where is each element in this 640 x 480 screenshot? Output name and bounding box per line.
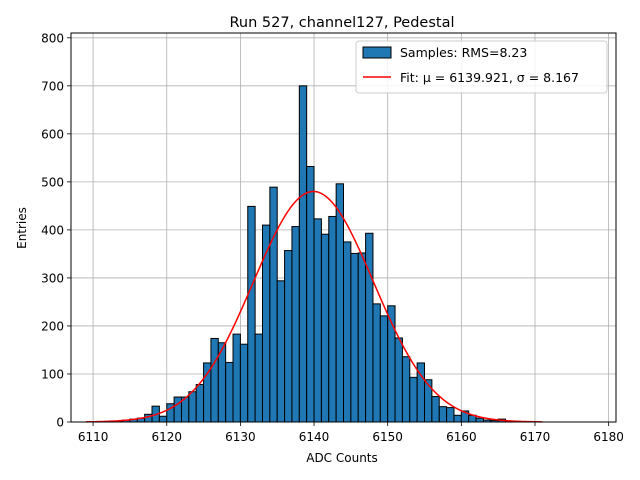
y-tick-label: 700: [41, 79, 64, 93]
histogram-bar: [446, 407, 455, 423]
fit-curve: [85, 190, 543, 423]
histogram-bar: [254, 333, 263, 423]
histogram-bar: [210, 337, 219, 423]
x-axis-label: ADC Counts: [306, 451, 378, 465]
histogram-bar: [401, 356, 411, 423]
x-tick-label: 6150: [372, 430, 403, 444]
histogram-bar: [195, 384, 205, 423]
histogram-bar: [158, 415, 168, 423]
histogram-bar: [269, 186, 278, 423]
x-tick-label: 6130: [225, 430, 256, 444]
histogram-bar: [232, 333, 241, 423]
histogram-bar: [365, 232, 374, 423]
y-axis-label: Entries: [15, 207, 29, 249]
legend-samples-swatch: [362, 46, 392, 59]
histogram-bar: [188, 391, 197, 423]
histogram-bar: [173, 396, 182, 423]
histogram-bar: [203, 362, 212, 423]
histogram-bar: [225, 361, 234, 423]
y-tick-label: 400: [41, 223, 64, 237]
legend-samples-label: Samples: RMS=8.23: [400, 45, 527, 60]
histogram-bar: [276, 280, 286, 423]
x-tick-label: 6140: [299, 430, 330, 444]
histogram-bars: [114, 85, 514, 423]
histogram-bar: [409, 376, 418, 423]
histogram-bar: [379, 315, 389, 423]
histogram-bar: [335, 183, 344, 423]
y-tick-label: 500: [41, 175, 64, 189]
x-tick-label: 6180: [593, 430, 624, 444]
chart-title: Run 527, channel127, Pedestal: [229, 15, 454, 31]
y-tick-label: 200: [41, 319, 64, 333]
y-tick-label: 300: [41, 271, 64, 285]
histogram-bar: [261, 224, 271, 423]
histogram-bar: [313, 218, 322, 423]
histogram-bar: [394, 337, 403, 423]
histogram-bar: [475, 417, 484, 423]
histogram-bar: [239, 343, 249, 423]
histogram-bar: [453, 414, 462, 423]
legend: Samples: RMS=8.23 Fit: μ = 6139.921, σ =…: [355, 40, 608, 94]
plot-frame: [70, 32, 617, 423]
histogram-bar: [306, 166, 315, 423]
x-tick-label: 6160: [446, 430, 477, 444]
x-tick-label: 6170: [520, 430, 551, 444]
x-tick-label: 6110: [78, 430, 109, 444]
y-tick-label: 600: [41, 127, 64, 141]
histogram-bar: [372, 303, 381, 423]
histogram-bar: [291, 226, 300, 423]
legend-box: [355, 40, 608, 94]
histogram-bar: [328, 215, 337, 423]
x-tick-label: 6120: [151, 430, 182, 444]
histogram-bar: [350, 252, 359, 423]
y-tick-label: 0: [56, 416, 64, 430]
histogram-bar: [320, 233, 330, 423]
histogram-bar: [357, 252, 367, 423]
histogram-bar: [424, 379, 433, 423]
histogram-bar: [343, 241, 352, 423]
histogram-bar: [284, 250, 293, 423]
y-tick-label: 100: [41, 367, 64, 381]
histogram-bar: [298, 85, 308, 423]
axis-ticks: 6110 6120 6130 6140 6150 6160 6170 6180 0 100 200 3…: [41, 31, 624, 444]
y-tick-label: 800: [41, 31, 64, 45]
histogram-bar: [438, 406, 448, 423]
histogram-bar: [247, 205, 256, 423]
histogram-bar: [431, 396, 440, 423]
legend-fit-label: Fit: μ = 6139.921, σ = 8.167: [400, 70, 579, 85]
